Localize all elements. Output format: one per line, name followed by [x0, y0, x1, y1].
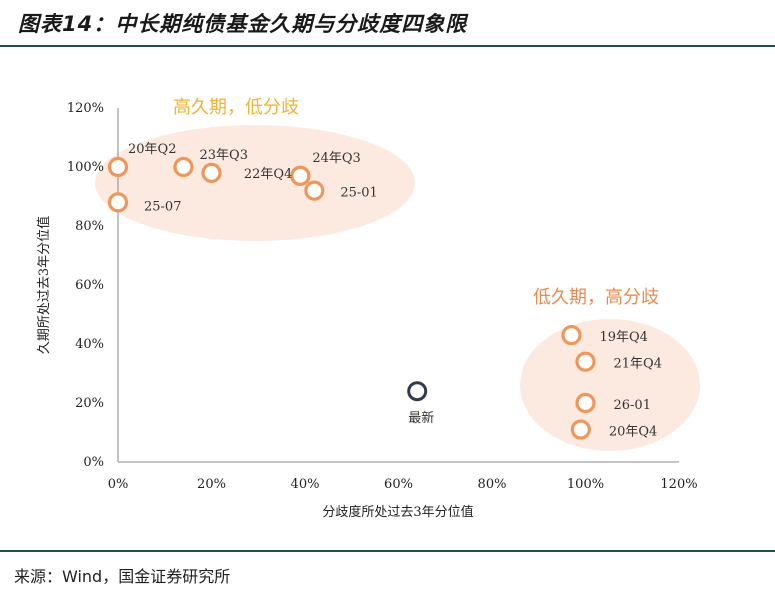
data-point [173, 156, 194, 178]
point-label: 20年Q2 [128, 142, 176, 157]
point-label: 21年Q4 [614, 357, 662, 372]
zone-label-0: 高久期，低分歧 [173, 97, 299, 118]
data-point [304, 180, 325, 201]
data-point [290, 165, 311, 186]
source-note: 来源：Wind，国金证券研究所 [14, 567, 231, 586]
zone-ellipse-1 [520, 319, 700, 451]
point-label: 23年Q3 [200, 148, 248, 163]
latest-point [407, 381, 428, 402]
point-label: 20年Q4 [609, 425, 657, 440]
data-point [201, 162, 222, 183]
points-layer: 20年Q2 25-07 23年Q3 24年Q3 22年Q4 25-01 19年Q4 21年Q4… [107, 142, 662, 440]
latest-point-label: 最新 [408, 410, 434, 426]
y-tick-label: 120% [67, 101, 104, 116]
y-tick-label: 0% [83, 455, 104, 470]
ticks-layer: 0% 20% 40% 60% 80% 100% 120% 0% 20% 40% 60% 80% 100%… [67, 101, 698, 492]
data-point [570, 419, 591, 440]
x-tick-label: 120% [660, 477, 697, 492]
point-label: 19年Q4 [599, 330, 647, 345]
data-point [107, 156, 129, 178]
point-label: 22年Q4 [244, 167, 292, 182]
x-tick-label: 0% [108, 477, 129, 492]
page-title: 图表14：中长期纯债基金久期与分歧度四象限 [18, 12, 468, 36]
x-tick-label: 60% [384, 477, 413, 492]
point-label: 25-07 [144, 199, 181, 214]
zone-label-1: 低久期，高分歧 [533, 287, 659, 308]
zone-ellipse-0 [95, 125, 415, 241]
data-point [107, 192, 129, 213]
y-tick-label: 100% [67, 160, 104, 175]
y-tick-label: 60% [75, 278, 104, 293]
data-point [575, 351, 596, 372]
source-divider [0, 550, 775, 552]
x-tick-label: 40% [291, 477, 320, 492]
point-label: 24年Q3 [312, 151, 360, 166]
title-divider [0, 45, 775, 47]
x-axis-label: 分歧度所处过去3年分位值 [322, 504, 473, 520]
x-tick-label: 100% [567, 477, 604, 492]
y-tick-label: 20% [75, 396, 104, 411]
point-label: 25-01 [340, 186, 377, 201]
y-tick-label: 80% [75, 219, 104, 234]
data-point [561, 325, 582, 346]
x-tick-label: 80% [478, 477, 507, 492]
point-label: 26-01 [614, 398, 651, 413]
y-axis-label: 久期所处过去3年分位值 [36, 216, 52, 354]
data-point [575, 392, 596, 414]
y-tick-label: 40% [75, 337, 104, 352]
x-tick-label: 20% [197, 477, 226, 492]
